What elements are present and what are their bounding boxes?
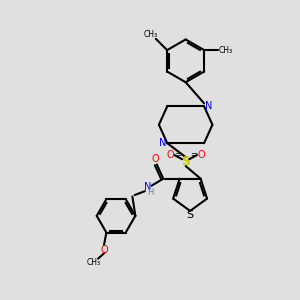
Text: O: O	[101, 245, 108, 255]
Text: CH₃: CH₃	[218, 46, 233, 55]
Text: O: O	[152, 154, 159, 164]
Text: =: =	[190, 151, 197, 160]
Text: CH₃: CH₃	[87, 258, 101, 267]
Text: H: H	[148, 188, 154, 197]
Text: O: O	[167, 150, 174, 160]
Text: O: O	[197, 150, 205, 160]
Text: =: =	[174, 151, 182, 160]
Text: N: N	[159, 138, 166, 148]
Text: N: N	[144, 182, 151, 192]
Text: S: S	[187, 210, 194, 220]
Text: CH₃: CH₃	[144, 30, 158, 39]
Text: S: S	[181, 155, 190, 168]
Text: N: N	[205, 101, 212, 111]
